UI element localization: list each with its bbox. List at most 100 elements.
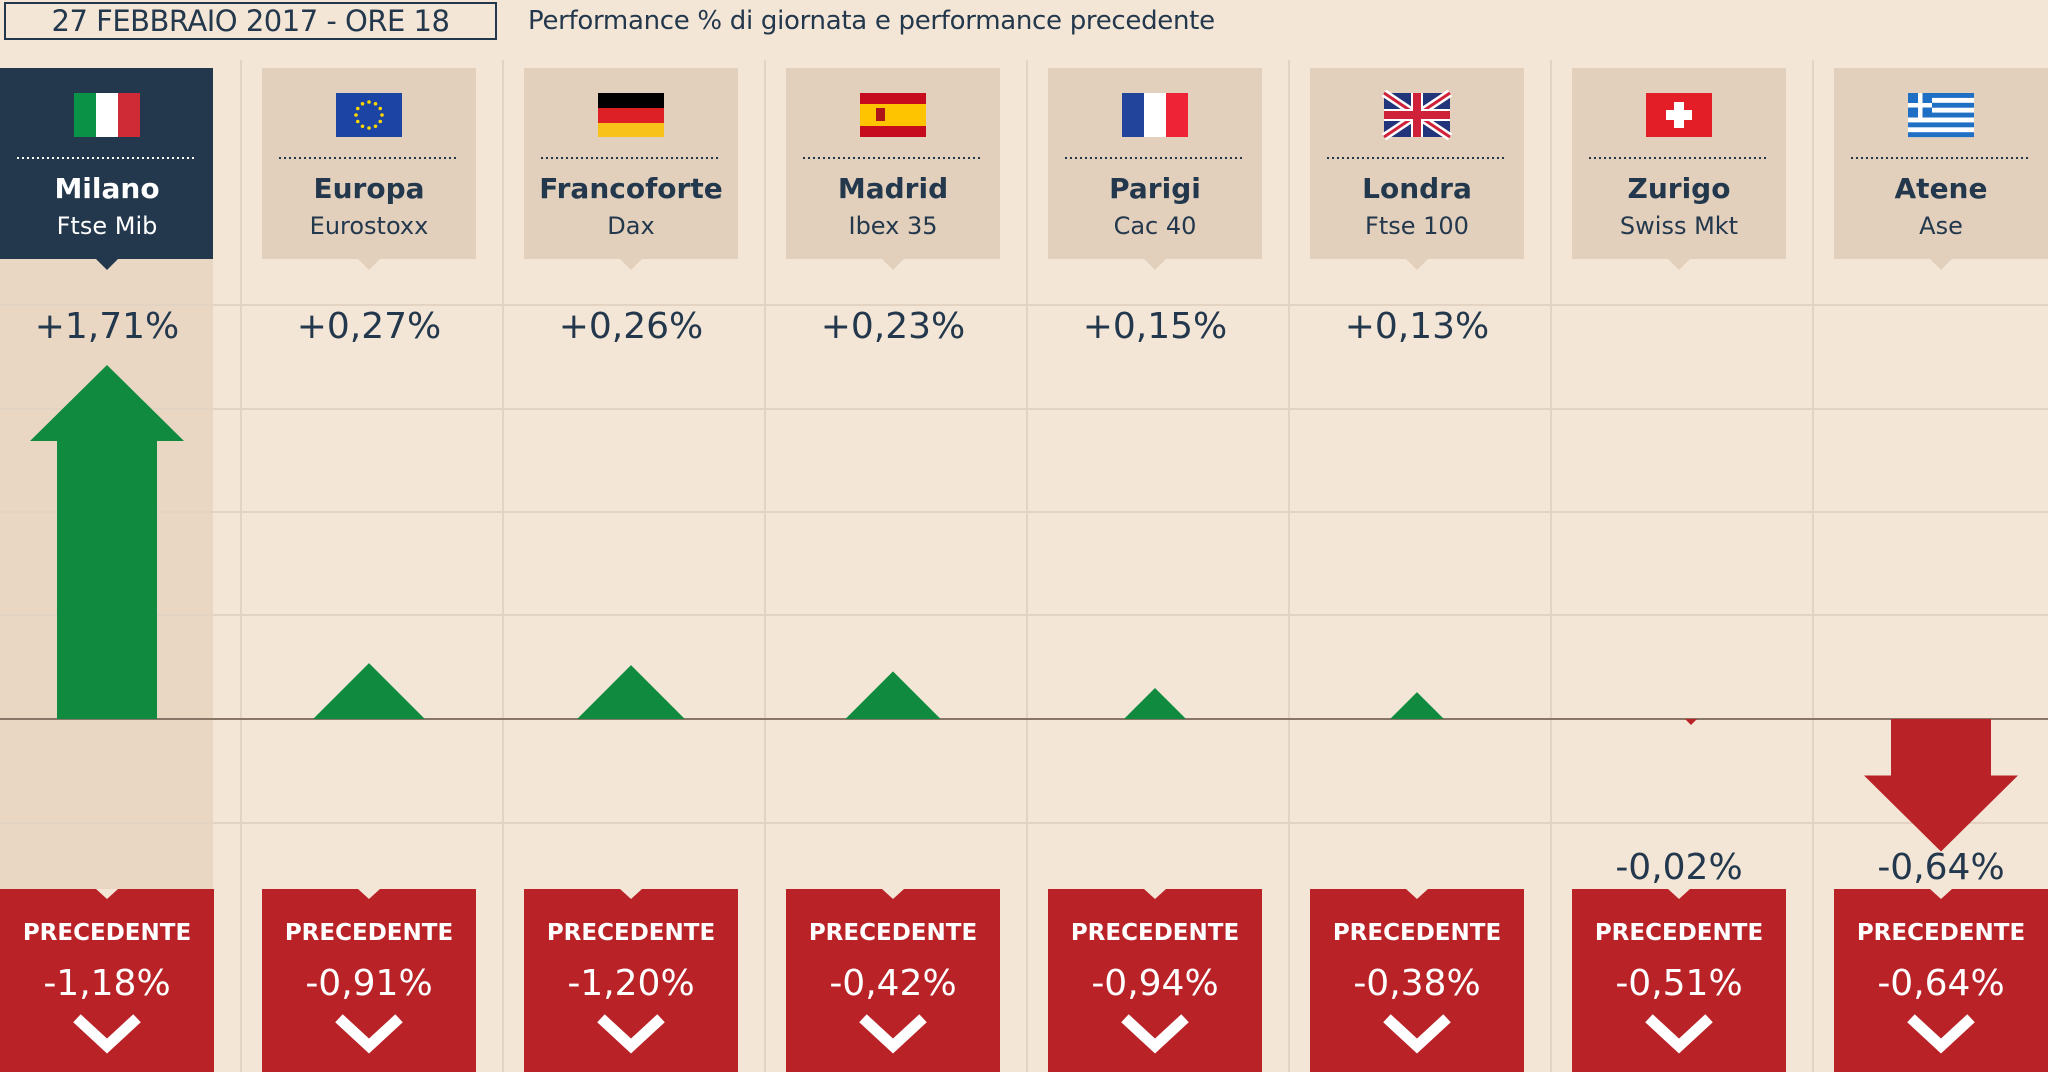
previous-notch — [620, 889, 642, 899]
chevron-down-icon — [1383, 1014, 1451, 1054]
previous-value: -0,38% — [1353, 963, 1480, 1004]
card-pointer — [1144, 259, 1166, 270]
market-name: Parigi — [1109, 172, 1201, 205]
value-label: -0,02% — [1615, 847, 1742, 888]
gain-triangle — [845, 671, 941, 719]
index-name: Ftse 100 — [1365, 212, 1469, 240]
index-name: Dax — [607, 212, 654, 240]
previous-notch — [358, 889, 380, 899]
market-name: Milano — [54, 172, 159, 205]
previous-title: PRECEDENTE — [285, 920, 453, 946]
market-card: Atene Ase — [1834, 68, 2048, 270]
value-label: +0,13% — [1345, 306, 1490, 347]
market-card: Milano Ftse Mib — [0, 68, 213, 270]
previous-notch — [1668, 889, 1690, 899]
previous-notch — [882, 889, 904, 899]
previous-title: PRECEDENTE — [1595, 920, 1763, 946]
market-name: Zurigo — [1628, 172, 1731, 205]
previous-card: PRECEDENTE -0,38% — [1310, 889, 1524, 1072]
market-name: Madrid — [838, 172, 948, 205]
value-label: +0,27% — [297, 306, 442, 347]
card-pointer — [1930, 259, 1952, 270]
chevron-down-icon — [597, 1014, 665, 1054]
previous-value: -0,91% — [305, 963, 432, 1004]
chevron-down-icon — [335, 1014, 403, 1054]
previous-value: -1,18% — [43, 963, 170, 1004]
previous-notch — [1406, 889, 1428, 899]
previous-notch — [96, 889, 118, 899]
previous-notch — [1930, 889, 1952, 899]
previous-card: PRECEDENTE -0,51% — [1572, 889, 1786, 1072]
previous-title: PRECEDENTE — [1857, 920, 2025, 946]
value-label: -0,64% — [1877, 847, 2004, 888]
gain-triangle — [1390, 692, 1444, 719]
chart-subtitle: Performance % di giornata e performance … — [528, 6, 1215, 36]
previous-value: -0,64% — [1877, 963, 2004, 1004]
chevron-down-icon — [1121, 1014, 1189, 1054]
loss-arrow — [1864, 719, 2018, 852]
previous-card: PRECEDENTE -0,64% — [1834, 889, 2048, 1072]
market-card: Parigi Cac 40 — [1048, 68, 1262, 270]
flag-italy-icon — [74, 93, 140, 137]
market-name: Atene — [1895, 172, 1988, 205]
previous-value: -0,51% — [1615, 963, 1742, 1004]
previous-card: PRECEDENTE -1,18% — [0, 889, 214, 1072]
flag-eu-icon — [336, 93, 402, 137]
previous-title: PRECEDENTE — [809, 920, 977, 946]
market-card: Madrid Ibex 35 — [786, 68, 1000, 270]
card-pointer — [882, 259, 904, 270]
market-card: Zurigo Swiss Mkt — [1572, 68, 1786, 270]
flag-germany-icon — [598, 93, 664, 137]
flag-switzerland-icon — [1646, 93, 1712, 137]
previous-notch — [1144, 889, 1166, 899]
previous-title: PRECEDENTE — [1071, 920, 1239, 946]
gain-arrow — [30, 365, 184, 719]
previous-value: -0,94% — [1091, 963, 1218, 1004]
index-name: Ase — [1919, 212, 1963, 240]
index-name: Ftse Mib — [57, 212, 158, 240]
flag-spain-icon — [860, 93, 926, 137]
card-pointer — [96, 259, 118, 270]
chevron-down-icon — [859, 1014, 927, 1054]
chevron-down-icon — [1907, 1014, 1975, 1054]
previous-card: PRECEDENTE -0,94% — [1048, 889, 1262, 1072]
card-pointer — [1668, 259, 1690, 270]
value-label: +0,23% — [821, 306, 966, 347]
card-pointer — [358, 259, 380, 270]
market-card: Europa Eurostoxx — [262, 68, 476, 270]
previous-title: PRECEDENTE — [547, 920, 715, 946]
value-label: +0,15% — [1083, 306, 1228, 347]
value-label: +1,71% — [35, 306, 180, 347]
index-name: Eurostoxx — [310, 212, 429, 240]
index-name: Cac 40 — [1114, 212, 1197, 240]
flag-france-icon — [1122, 93, 1188, 137]
gain-triangle — [1123, 687, 1187, 719]
gain-triangle — [577, 665, 685, 719]
gain-triangle — [313, 663, 425, 719]
market-card: Francoforte Dax — [524, 68, 738, 270]
index-name: Swiss Mkt — [1620, 212, 1738, 240]
previous-card: PRECEDENTE -0,91% — [262, 889, 476, 1072]
market-name: Francoforte — [539, 172, 722, 205]
card-pointer — [1406, 259, 1428, 270]
value-label: +0,26% — [559, 306, 704, 347]
flag-greece-icon — [1908, 93, 1974, 138]
loss-triangle — [1685, 719, 1697, 725]
previous-title: PRECEDENTE — [1333, 920, 1501, 946]
market-name: Londra — [1362, 172, 1472, 205]
previous-value: -0,42% — [829, 963, 956, 1004]
chevron-down-icon — [1645, 1014, 1713, 1054]
market-name: Europa — [313, 172, 424, 205]
previous-card: PRECEDENTE -1,20% — [524, 889, 738, 1072]
previous-value: -1,20% — [567, 963, 694, 1004]
previous-card: PRECEDENTE -0,42% — [786, 889, 1000, 1072]
market-card: Londra Ftse 100 — [1310, 68, 1524, 270]
chevron-down-icon — [73, 1014, 141, 1054]
previous-title: PRECEDENTE — [23, 920, 191, 946]
index-name: Ibex 35 — [848, 212, 937, 240]
date-label: 27 FEBBRAIO 2017 - ORE 18 — [4, 2, 497, 40]
card-pointer — [620, 259, 642, 270]
flag-uk-icon — [1381, 89, 1453, 141]
